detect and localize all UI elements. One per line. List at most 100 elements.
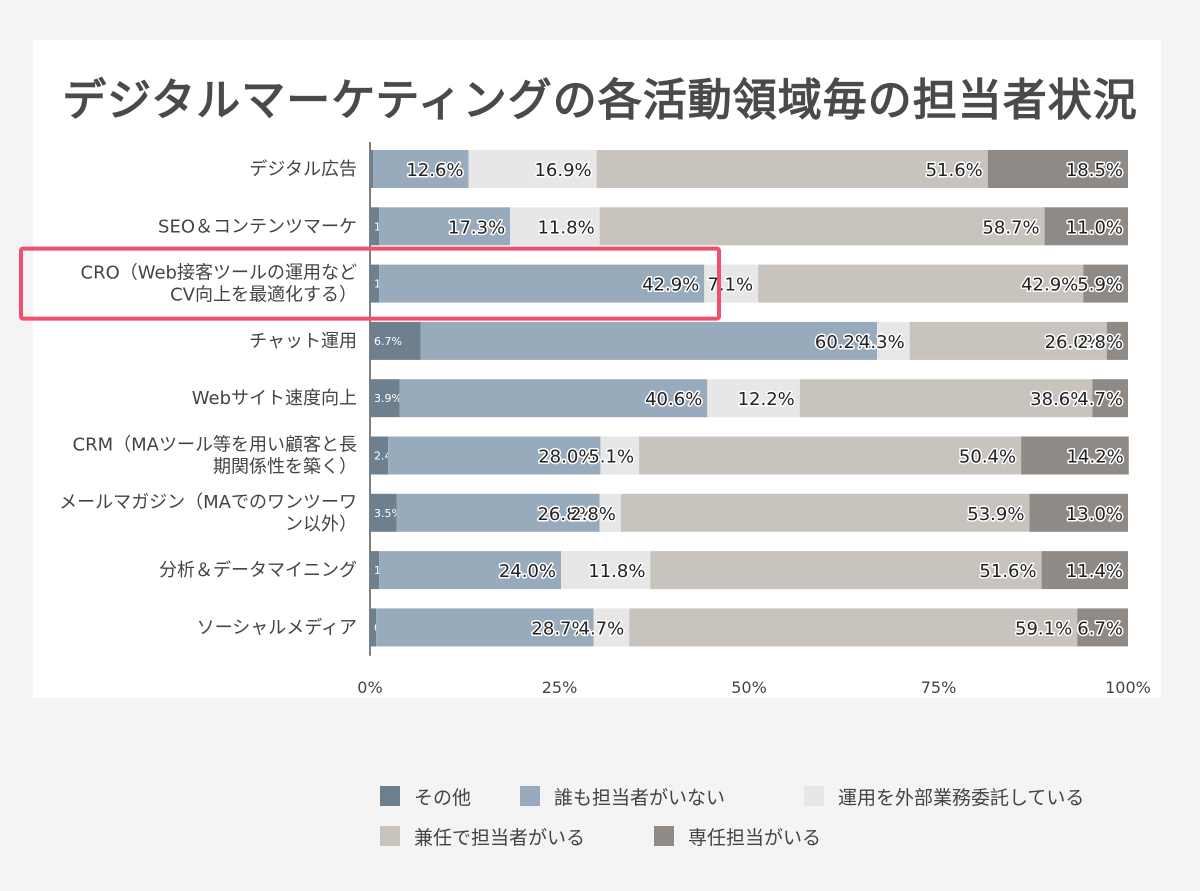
bar-segment xyxy=(704,264,759,303)
data-label: 40.6% xyxy=(645,389,702,410)
data-label: 3.5% xyxy=(374,507,402,520)
bar-segment xyxy=(396,493,600,532)
bar-segment xyxy=(370,264,380,303)
data-label: 12.2% xyxy=(738,389,795,410)
data-label: 5.9% xyxy=(1077,275,1123,296)
data-label: 11.8% xyxy=(588,561,645,582)
bar-segment xyxy=(510,207,600,246)
legend-swatch-no-owner xyxy=(520,786,540,806)
bar-segment xyxy=(370,207,380,246)
chart-title: デジタルマーケティングの各活動領域毎の担当者状況 xyxy=(62,75,1138,126)
data-label: 2.8% xyxy=(570,504,616,525)
data-label: 13.0% xyxy=(1066,504,1123,525)
bar-segment xyxy=(909,321,1107,360)
category-label: CRO（Web接客ツールの運用など xyxy=(81,263,358,284)
category-label: チャット運用 xyxy=(249,331,357,352)
data-label: 53.9% xyxy=(967,504,1024,525)
bar-segment xyxy=(1106,321,1128,360)
bar-segment xyxy=(370,321,421,360)
bar-segment xyxy=(707,379,800,418)
bar-segment xyxy=(1077,608,1128,647)
bar-segment xyxy=(599,493,621,532)
data-label: 6.7% xyxy=(1077,618,1123,639)
legend-label-no-owner: 誰も担当者がいない xyxy=(554,786,726,809)
data-label: 26.8% xyxy=(537,504,594,525)
bar-segment xyxy=(1044,207,1128,246)
bar-segment xyxy=(1041,551,1128,590)
category-label: ン以外） xyxy=(285,514,357,535)
legend-label-part-time: 兼任で担当者がいる xyxy=(414,826,586,849)
category-label: デジタル広告 xyxy=(249,159,357,180)
data-label: 11.0% xyxy=(1066,217,1123,238)
category-label: Webサイト速度向上 xyxy=(192,388,357,409)
bar-segment xyxy=(593,608,630,647)
legend-item-other: その他 xyxy=(380,783,520,810)
category-label: CV向上を最適化する） xyxy=(170,285,357,306)
legend-item-part-time: 兼任で担当者がいる xyxy=(380,823,654,850)
x-tick-label: 50% xyxy=(731,678,767,697)
data-label: 11.8% xyxy=(537,217,594,238)
bar-segment xyxy=(620,493,1030,532)
bar-segment xyxy=(599,207,1045,246)
bar-segment xyxy=(1021,436,1129,475)
x-tick-label: 100% xyxy=(1105,678,1151,697)
legend-swatch-dedicated xyxy=(654,826,674,846)
bar-segment xyxy=(468,150,597,188)
bar-segment xyxy=(561,551,651,590)
bar-segment xyxy=(399,379,708,418)
bar-segment xyxy=(877,321,910,360)
bar-segment xyxy=(650,551,1042,590)
data-label: 28.0% xyxy=(538,447,595,468)
bar-segment xyxy=(1029,493,1128,532)
legend-label-outsourced: 運用を外部業務委託している xyxy=(838,786,1085,809)
bar-segment xyxy=(379,207,511,246)
legend-item-no-owner: 誰も担当者がいない xyxy=(520,783,804,810)
data-label: 26.0% xyxy=(1045,332,1102,353)
data-label: 12.6% xyxy=(406,160,463,181)
data-label: 5.1% xyxy=(588,447,634,468)
data-label: 4.3% xyxy=(859,332,905,353)
data-label: 42.9% xyxy=(642,275,699,296)
bar-segment xyxy=(370,436,389,475)
bar-segment xyxy=(1092,379,1128,418)
x-tick-label: 0% xyxy=(357,678,382,697)
bar-segment xyxy=(987,150,1128,188)
bar-segment xyxy=(370,493,397,532)
data-label: 50.4% xyxy=(959,447,1016,468)
bar-segment xyxy=(420,321,878,360)
data-label: 14.2% xyxy=(1067,447,1124,468)
data-label: 2.8% xyxy=(1077,332,1123,353)
bar-segment xyxy=(370,379,400,418)
data-label: 4.7% xyxy=(1077,389,1123,410)
bar-segment xyxy=(799,379,1093,418)
bar-segment xyxy=(370,551,380,590)
bar-segment xyxy=(1083,264,1128,303)
data-label: 42.9% xyxy=(1021,275,1078,296)
category-label: SEO＆コンテンツマーケ xyxy=(158,216,357,237)
x-tick-label: 25% xyxy=(542,678,578,697)
legend-label-other: その他 xyxy=(414,786,472,809)
data-label: 6.7% xyxy=(374,335,402,348)
bar-segment xyxy=(758,264,1084,303)
category-label: 期関係性を築く） xyxy=(213,457,357,478)
category-label: ソーシャルメディア xyxy=(197,617,357,638)
legend-item-dedicated: 専任担当がいる xyxy=(654,823,821,850)
data-label: 24.0% xyxy=(499,561,556,582)
data-label: 11.4% xyxy=(1066,561,1123,582)
data-label: 28.7% xyxy=(531,618,588,639)
legend-label-dedicated: 専任担当がいる xyxy=(688,826,822,849)
legend-swatch-outsourced xyxy=(804,786,824,806)
data-label: 7.1% xyxy=(707,275,753,296)
bar-segment xyxy=(600,436,640,475)
bar-segment xyxy=(376,608,594,647)
bar-segment xyxy=(370,150,374,188)
bar-segment xyxy=(370,608,377,647)
data-label: 4.7% xyxy=(579,618,625,639)
data-label: 58.7% xyxy=(982,217,1039,238)
data-label: 3.9% xyxy=(374,392,402,405)
legend-item-outsourced: 運用を外部業務委託している xyxy=(804,783,1084,810)
data-label: 17.3% xyxy=(448,217,505,238)
bar-segment xyxy=(596,150,988,188)
category-label: メールマガジン（MAでのワンツーワ xyxy=(59,492,357,513)
